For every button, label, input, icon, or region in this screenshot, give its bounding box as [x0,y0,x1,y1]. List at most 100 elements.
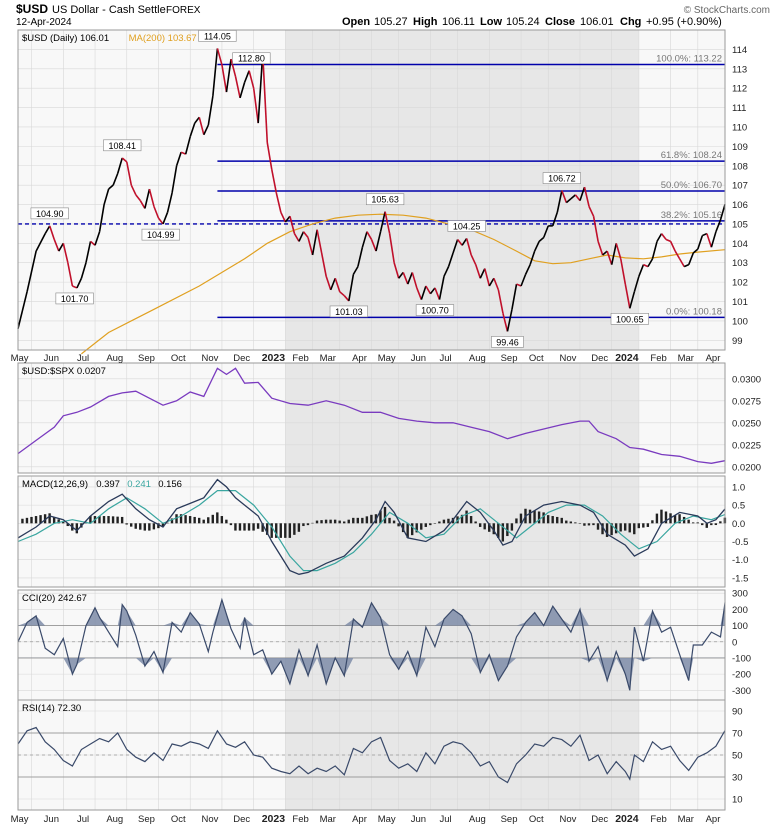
ratio-y-tick-label: 0.0200 [732,462,761,473]
price-segment [334,277,341,293]
price-segment [602,250,608,256]
price-segment [643,263,649,268]
price-segment [411,272,418,289]
price-segment [248,70,255,89]
macd-histogram-bar [714,523,718,526]
x-tick-label: Jun [44,353,59,364]
price-segment [552,212,559,227]
price-annotation-label: 101.70 [61,294,89,304]
macd-histogram-bar [125,523,128,525]
price-annotation-box [141,228,180,241]
price-annotation-label: 99.46 [496,337,519,347]
fib-level-label: 38.2%: 105.16 [661,210,722,221]
x-tick-label: Nov [560,814,577,825]
macd-histogram-bar [107,516,110,524]
price-segment [180,151,187,155]
price-segment [203,124,210,136]
macd-histogram-bar [243,523,246,531]
price-segment [343,295,350,302]
macd-histogram-bar [157,523,160,529]
price-segment [588,206,595,217]
price-segment [252,88,259,124]
price-segment [261,53,269,143]
price-segment [538,236,545,243]
price-annotation-box [610,313,649,325]
price-y-tick-label: 99 [732,336,743,347]
price-segment [497,289,504,314]
x-tick-label: Oct [529,814,544,825]
macd-histogram-bar [356,517,360,524]
macd-histogram-bar [252,523,255,531]
price-segment [687,252,695,265]
x-tick-label: Dec [591,814,608,825]
price-y-tick-label: 110 [732,122,747,133]
macd-y-tick-label: -0.5 [732,537,748,548]
macd-legend-3: 0.156 [158,479,182,490]
price-segment [125,161,133,186]
macd-histogram-bar [161,523,165,527]
x-tick-label: Aug [106,814,123,825]
macd-histogram-bar [488,523,491,532]
macd-histogram-bar [546,515,550,524]
price-segment [470,254,477,266]
price-segment [606,250,613,265]
macd-legend-2: 0.241 [127,479,151,490]
cci-y-tick-label: 0 [732,637,737,648]
panel-price-border [17,29,726,351]
price-segment [175,151,182,167]
ohlc-open-label: Open [342,16,370,28]
macd-histogram-bar [225,519,228,524]
price-segment [516,283,522,287]
price-segment [230,58,237,77]
macd-histogram-bar [392,520,396,524]
price-segment [212,48,219,97]
x-tick-label: 2024 [615,813,639,825]
price-segment [493,277,500,291]
macd-histogram-bar [628,523,631,533]
price-segment [112,173,119,186]
price-segment [429,287,436,295]
price-y-tick-label: 108 [732,161,748,172]
macd-histogram-bar [179,514,183,524]
macd-histogram-bar [623,523,627,531]
price-segment [656,233,663,242]
price-segment [239,82,246,99]
price-segment [570,194,576,200]
price-segment [289,215,296,234]
x-tick-label: May [378,814,396,825]
macd-histogram-bar [383,506,387,524]
x-tick-label: May [11,353,29,364]
price-y-tick-label: 106 [732,200,748,211]
macd-histogram-bar [719,521,722,524]
ohlc-high-value: 106.11 [442,16,475,28]
x-tick-label: Dec [591,353,608,364]
price-segment [234,76,241,99]
macd-histogram-bar [614,523,618,534]
x-tick-label: Sep [501,814,518,825]
price-segment [556,190,563,213]
macd-histogram-bar [696,522,699,524]
price-segment [44,225,51,235]
price-segment [171,165,178,194]
rsi-y-tick-label: 70 [732,729,743,740]
rsi-y-tick-label: 30 [732,773,743,784]
ratio-y-tick-label: 0.0250 [732,418,761,429]
price-segment [35,233,46,252]
x-tick-label: Aug [469,814,486,825]
price-segment [669,241,676,252]
macd-histogram-bar [52,517,56,524]
price-y-tick-label: 114 [732,45,747,56]
x-tick-label: Mar [320,814,336,825]
macd-histogram-bar [497,523,500,538]
macd-histogram-bar [610,523,613,536]
macd-histogram-bar [270,523,273,538]
price-segment [702,232,708,237]
macd-histogram-bar [478,523,482,527]
price-segment [452,239,459,254]
price-segment [647,258,654,268]
price-segment [361,231,368,248]
macd-histogram-bar [410,523,414,536]
x-tick-label: Mar [678,814,694,825]
macd-y-tick-label: -1.0 [732,555,748,566]
